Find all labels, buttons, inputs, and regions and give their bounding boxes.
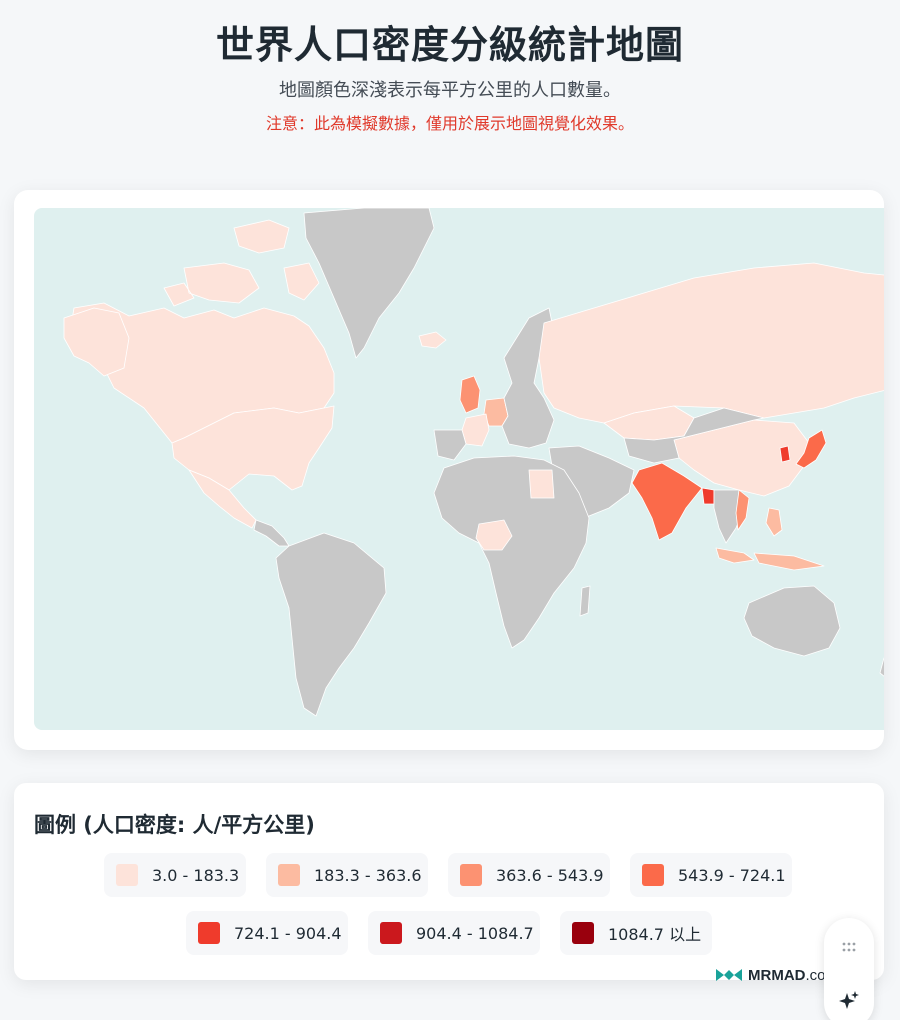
legend-label: 724.1 - 904.4 <box>234 923 342 943</box>
legend-label: 3.0 - 183.3 <box>152 865 240 885</box>
grip-icon[interactable] <box>842 942 856 952</box>
legend-item-class-1: 3.0 - 183.3 <box>104 853 246 897</box>
legend-swatch <box>460 864 482 886</box>
legend-label: 904.4 - 1084.7 <box>416 923 534 943</box>
legend-swatch <box>116 864 138 886</box>
simulated-data-notice: 注意：此為模擬數據，僅用於展示地圖視覺化效果。 <box>265 114 634 133</box>
world-map[interactable] <box>34 208 884 730</box>
sparkle-icon[interactable] <box>838 990 860 1012</box>
country-africa[interactable] <box>433 455 590 649</box>
country-indonesia[interactable] <box>715 547 825 571</box>
legend-item-class-3: 363.6 - 543.9 <box>448 853 610 897</box>
legend-panel: 圖例 (人口密度: 人/平方公里) 3.0 - 183.3 183.3 - 36… <box>14 783 884 980</box>
legend-label: 183.3 - 363.6 <box>314 865 422 885</box>
legend-item-class-5: 724.1 - 904.4 <box>186 911 348 955</box>
country-south-korea[interactable] <box>779 445 791 463</box>
country-united-states-alaska[interactable] <box>63 307 130 377</box>
country-iceland[interactable] <box>418 331 447 349</box>
country-australia[interactable] <box>743 585 841 657</box>
country-nigeria[interactable] <box>475 519 513 551</box>
legend-swatch <box>642 864 664 886</box>
country-vietnam[interactable] <box>735 489 750 531</box>
mrmad-logo-icon <box>716 969 742 981</box>
country-bangladesh[interactable] <box>701 487 715 505</box>
legend-label: 363.6 - 543.9 <box>496 865 604 885</box>
country-europe-other[interactable] <box>433 307 555 461</box>
country-central-america[interactable] <box>253 519 290 547</box>
country-central-asia[interactable] <box>623 407 765 464</box>
country-south-america[interactable] <box>275 532 387 717</box>
legend-item-class-4: 543.9 - 724.1 <box>630 853 792 897</box>
country-mexico[interactable] <box>188 469 257 529</box>
country-russia[interactable] <box>538 262 884 424</box>
world-map-svg[interactable] <box>34 208 884 730</box>
page-subtitle: 地圖顏色深淺表示每平方公里的人口數量。 <box>279 80 621 101</box>
map-card <box>14 190 884 750</box>
legend-label: 543.9 - 724.1 <box>678 865 786 885</box>
country-egypt[interactable] <box>528 469 555 499</box>
legend-label: 1084.7 以上 <box>608 925 702 944</box>
country-philippines[interactable] <box>765 507 783 537</box>
country-new-zealand[interactable] <box>879 653 884 680</box>
country-greenland[interactable] <box>303 208 435 359</box>
country-france[interactable] <box>461 413 490 447</box>
legend-item-class-6: 904.4 - 1084.7 <box>368 911 540 955</box>
legend-swatch <box>380 922 402 944</box>
country-india[interactable] <box>631 462 703 541</box>
watermark-brand: MRMAD <box>748 966 806 984</box>
legend-swatch <box>278 864 300 886</box>
country-canada-islands[interactable] <box>163 219 320 307</box>
country-madagascar[interactable] <box>579 585 591 617</box>
page-title: 世界人口密度分級統計地圖 <box>215 23 684 67</box>
legend-title: 圖例 (人口密度: 人/平方公里) <box>34 813 315 837</box>
country-canada[interactable] <box>68 302 335 444</box>
country-japan[interactable] <box>795 429 827 469</box>
legend-swatch <box>198 922 220 944</box>
legend-item-class-2: 183.3 - 363.6 <box>266 853 428 897</box>
legend-swatch <box>572 922 594 944</box>
legend-item-class-7: 1084.7 以上 <box>560 911 712 955</box>
country-united-kingdom[interactable] <box>459 375 481 414</box>
floating-tool-panel[interactable] <box>824 918 874 1020</box>
